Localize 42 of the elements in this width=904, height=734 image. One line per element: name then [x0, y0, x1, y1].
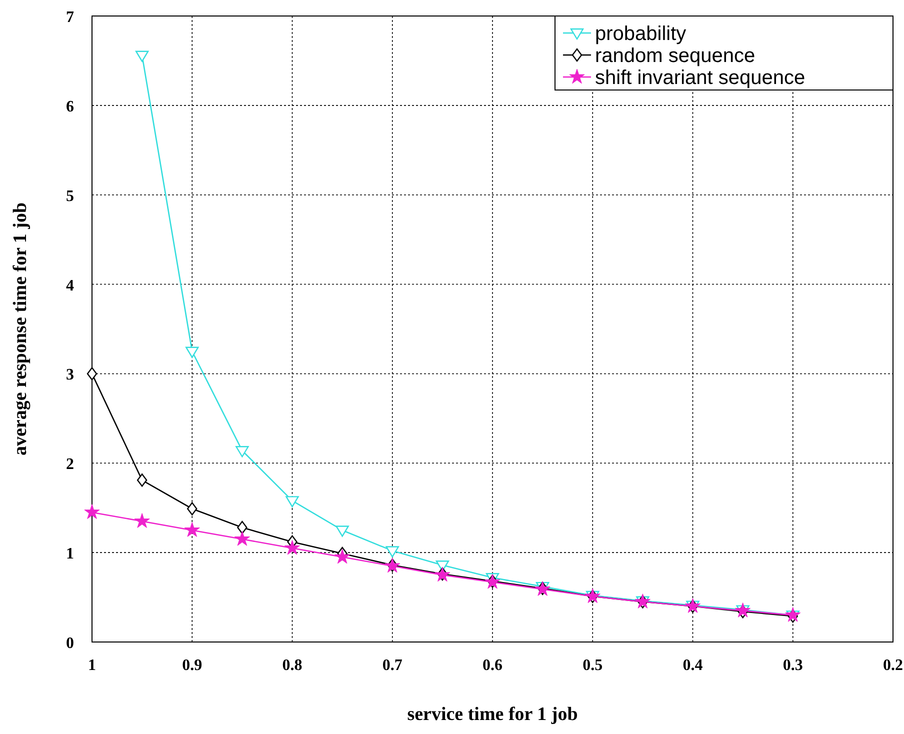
y-tick-label: 7 — [66, 9, 74, 26]
point — [334, 548, 350, 564]
point — [187, 502, 198, 516]
legend-label: random sequence — [595, 45, 756, 67]
point — [237, 520, 248, 534]
point — [135, 50, 149, 62]
y-tick-label: 2 — [66, 456, 74, 474]
x-tick-label: 0.3 — [782, 657, 803, 674]
y-tick-label: 1 — [66, 546, 74, 563]
legend-label: probability — [595, 23, 686, 45]
point — [186, 346, 199, 358]
x-tick-label: 0.2 — [883, 657, 903, 674]
point — [384, 558, 400, 573]
x-tick-label: 0.5 — [582, 657, 603, 674]
x-tick-label: 0.4 — [682, 657, 703, 674]
x-tick-label: 0.9 — [182, 657, 202, 674]
point — [785, 607, 801, 622]
y-tick-label: 6 — [66, 98, 74, 116]
point — [184, 522, 200, 537]
x-tick-label: 0.8 — [282, 657, 302, 674]
point — [284, 540, 300, 555]
point — [286, 496, 299, 508]
point — [434, 566, 450, 582]
x-axis-title: service time for 1 job — [407, 704, 578, 725]
point — [484, 574, 500, 589]
point — [86, 367, 98, 380]
y-tick-label: 3 — [66, 366, 74, 384]
y-tick-label: 5 — [66, 188, 74, 205]
point — [386, 546, 399, 558]
y-tick-label: 4 — [66, 277, 74, 294]
y-axis-title: average response time for 1 job — [10, 202, 31, 456]
x-tick-label: 0.6 — [482, 657, 502, 674]
point — [134, 513, 150, 528]
point — [336, 526, 349, 537]
x-tick-label: 0.7 — [382, 657, 402, 674]
legend-label: shift invariant sequence — [595, 67, 806, 89]
point — [84, 504, 100, 519]
point — [236, 446, 249, 458]
point — [136, 474, 148, 487]
y-tick-label: 0 — [66, 635, 74, 652]
point — [234, 531, 250, 546]
x-tick-label: 1 — [88, 657, 96, 674]
